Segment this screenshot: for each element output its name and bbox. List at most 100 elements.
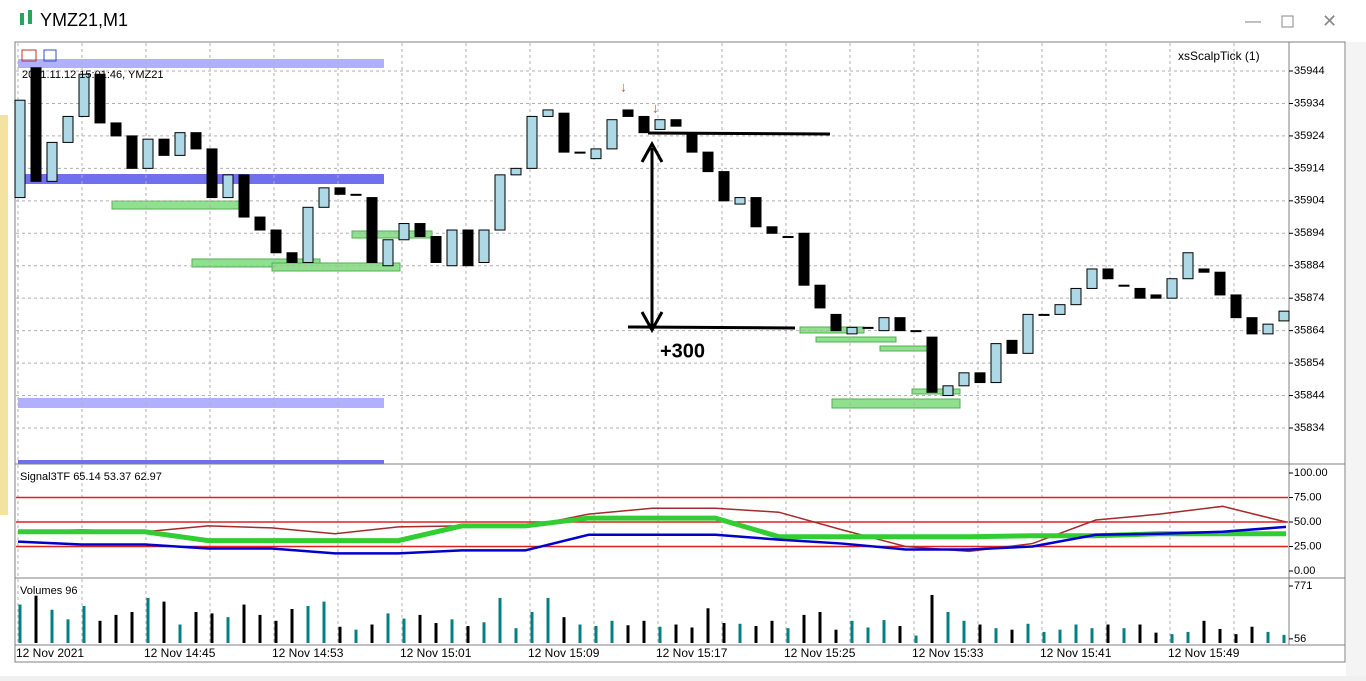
candle: [1038, 313, 1050, 316]
candle: [318, 187, 330, 208]
candle: [414, 223, 426, 238]
chart-frame: [14, 41, 1346, 663]
candle: [494, 174, 506, 231]
candle: [1182, 252, 1194, 280]
price-tick-label: 35844: [1294, 389, 1325, 401]
candle: [622, 109, 634, 117]
candle: [46, 141, 58, 182]
candle: [942, 385, 954, 397]
price-tick-label: 35894: [1294, 227, 1325, 239]
candle: [1198, 268, 1210, 273]
candle: [398, 223, 410, 241]
candle: [302, 206, 314, 263]
time-label: 12 Nov 15:33: [912, 646, 984, 660]
candle: [958, 372, 970, 387]
volume-tick-label: 771: [1294, 580, 1312, 592]
candle: [110, 122, 122, 137]
candle: [862, 326, 874, 329]
volume-tick-label: 56: [1294, 633, 1306, 645]
candle: [910, 330, 922, 333]
candle: [654, 119, 666, 130]
candle: [766, 226, 778, 234]
price-tick-label: 35834: [1294, 422, 1325, 434]
signal-tick-label: 25.00: [1294, 540, 1322, 552]
candle: [990, 343, 1002, 384]
price-tick-label: 35914: [1294, 162, 1325, 174]
svg-text:↓: ↓: [620, 79, 627, 95]
price-tick-label: 35864: [1294, 325, 1325, 337]
candle: [782, 236, 794, 239]
candle: [1102, 268, 1114, 280]
candle: [62, 115, 74, 143]
candle: [734, 197, 746, 205]
candle: [382, 239, 394, 267]
price-tick-label: 35884: [1294, 260, 1325, 272]
signal-line: [17, 525, 1287, 555]
signal-line: [17, 505, 1287, 553]
candle: [14, 99, 26, 199]
candle: [126, 135, 138, 169]
candle: [366, 197, 378, 263]
right-strip: [1346, 42, 1366, 676]
signal-line: [18, 515, 1286, 544]
annotation: +300: [660, 340, 705, 362]
candle: [174, 132, 186, 156]
candle: [574, 151, 586, 154]
candle: [1166, 278, 1178, 299]
candle: [430, 236, 442, 263]
signal-tick-label: 100.00: [1294, 467, 1328, 479]
candle: [750, 197, 762, 228]
time-label: 12 Nov 15:25: [784, 646, 856, 660]
candle: [478, 229, 490, 263]
candle: [606, 119, 618, 150]
candle: [1022, 313, 1034, 354]
signal-tick-label: 75.00: [1294, 491, 1322, 503]
candle: [974, 372, 986, 384]
candle: [590, 148, 602, 160]
candle: [1230, 294, 1242, 319]
candle: [510, 167, 522, 176]
drawing: ↓ ↓: [620, 79, 831, 334]
candle: [1150, 294, 1162, 299]
candle: [1134, 287, 1146, 299]
candle: [30, 67, 42, 182]
candle: [1086, 268, 1098, 289]
candle: [446, 229, 458, 267]
price-tick-label: 35934: [1294, 97, 1325, 109]
candle: [190, 132, 202, 150]
price-tick-label: 35904: [1294, 195, 1325, 207]
info-label: 2021.11.12 15:01:46, YMZ21: [22, 69, 163, 81]
candle: [78, 73, 90, 117]
candle: [558, 112, 570, 153]
candle: [286, 252, 298, 263]
time-label: 12 Nov 14:45: [144, 646, 216, 660]
candle: [1118, 284, 1130, 287]
maximize-button[interactable]: [1281, 15, 1294, 28]
app-icon: [20, 10, 32, 25]
candle: [350, 193, 362, 196]
candle: [254, 216, 266, 231]
candle: [542, 109, 554, 117]
candle: [1278, 310, 1290, 322]
indicator-label: xsScalpTick (1): [1178, 49, 1260, 63]
candle: [686, 132, 698, 153]
candle: [462, 229, 474, 267]
candle: [334, 187, 346, 195]
signal-tick-label: 50.00: [1294, 516, 1322, 528]
candle: [94, 73, 106, 124]
time-label: 12 Nov 15:01: [400, 646, 472, 660]
candle: [1006, 339, 1018, 354]
candle: [702, 151, 714, 173]
minimize-button[interactable]: —: [1245, 13, 1261, 30]
time-label: 12 Nov 15:17: [656, 646, 728, 660]
title-bar: [0, 0, 1366, 40]
candle: [1262, 323, 1274, 335]
candle: [206, 148, 218, 199]
candle: [1246, 317, 1258, 335]
candle: [222, 174, 234, 199]
signal-label: Signal3TF 65.14 53.37 62.97: [20, 471, 162, 483]
close-button[interactable]: ✕: [1322, 11, 1337, 31]
candle: [814, 284, 826, 309]
